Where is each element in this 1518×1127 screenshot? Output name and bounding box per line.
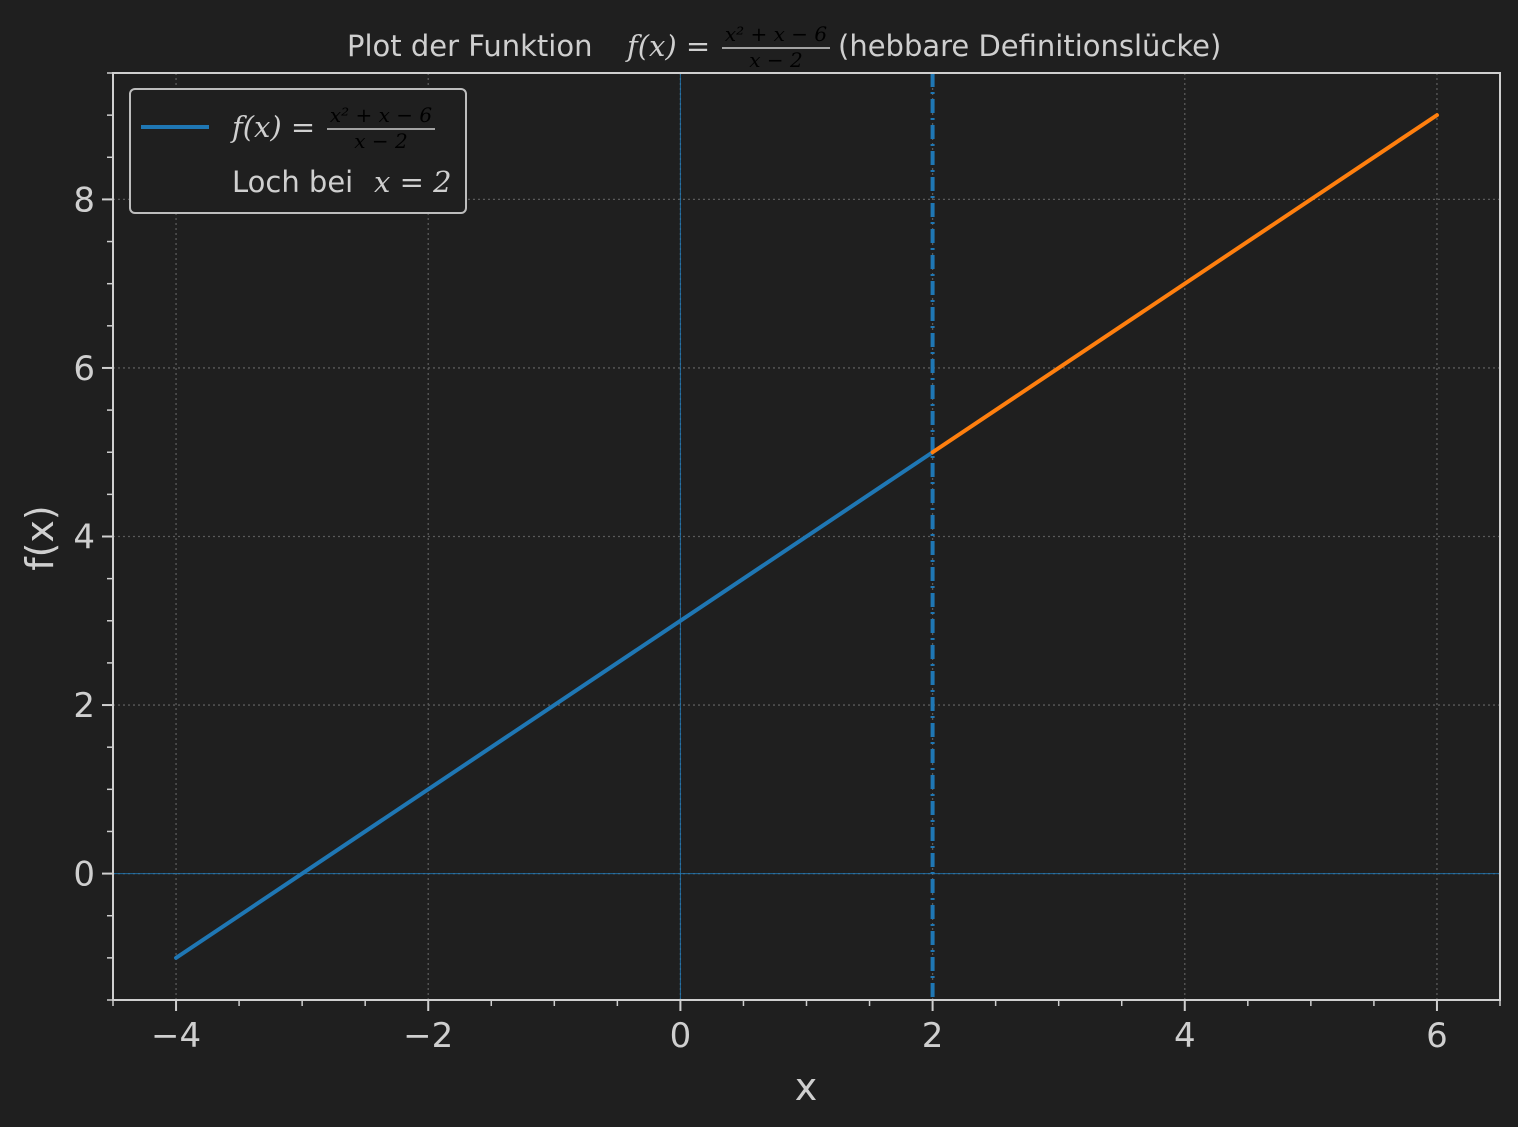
title-numerator: x² + x − 6	[725, 22, 828, 46]
y-tick-label: 0	[73, 855, 95, 895]
legend-entry-hole-text: Loch bei	[232, 165, 353, 199]
chart-title: Plot der Funktion f(x) = x² + x − 6 x − …	[347, 22, 1221, 72]
axes	[102, 72, 1501, 1011]
title-prefix: Plot der Funktion	[347, 29, 592, 63]
x-tick-label: 2	[922, 1016, 944, 1056]
tick-labels: −4 −2 0 2 4 6 0 2 4 6 8	[73, 180, 1447, 1056]
legend-entry-denominator: x − 2	[354, 129, 407, 153]
legend: f(x) = x² + x − 6 x − 2 Loch bei x = 2	[129, 88, 467, 214]
x-tick-label: 6	[1426, 1016, 1448, 1056]
x-tick-label: −4	[151, 1016, 201, 1056]
y-tick-label: 6	[73, 349, 95, 389]
x-axis-label: x	[795, 1065, 818, 1109]
title-math: f(x) =	[625, 29, 710, 63]
legend-box	[129, 88, 467, 214]
y-tick-label: 2	[73, 686, 95, 726]
x-tick-label: 4	[1174, 1016, 1196, 1056]
legend-entry-hole-math: x = 2	[374, 165, 452, 199]
legend-entry-numerator: x² + x − 6	[330, 103, 433, 127]
x-tick-label: 0	[670, 1016, 692, 1056]
title-denominator: x − 2	[749, 48, 802, 72]
y-tick-label: 4	[73, 518, 95, 558]
y-axis-label: f(x)	[18, 505, 62, 571]
reference-lines	[113, 73, 1500, 1000]
x-tick-label: −2	[403, 1016, 453, 1056]
series-group	[174, 113, 1439, 960]
legend-entry-function-math: f(x) =	[230, 110, 315, 144]
series-line-left	[174, 450, 935, 960]
y-tick-label: 8	[73, 180, 95, 220]
title-suffix: (hebbare Definitionslücke)	[838, 29, 1221, 63]
series-line-right	[930, 113, 1439, 455]
